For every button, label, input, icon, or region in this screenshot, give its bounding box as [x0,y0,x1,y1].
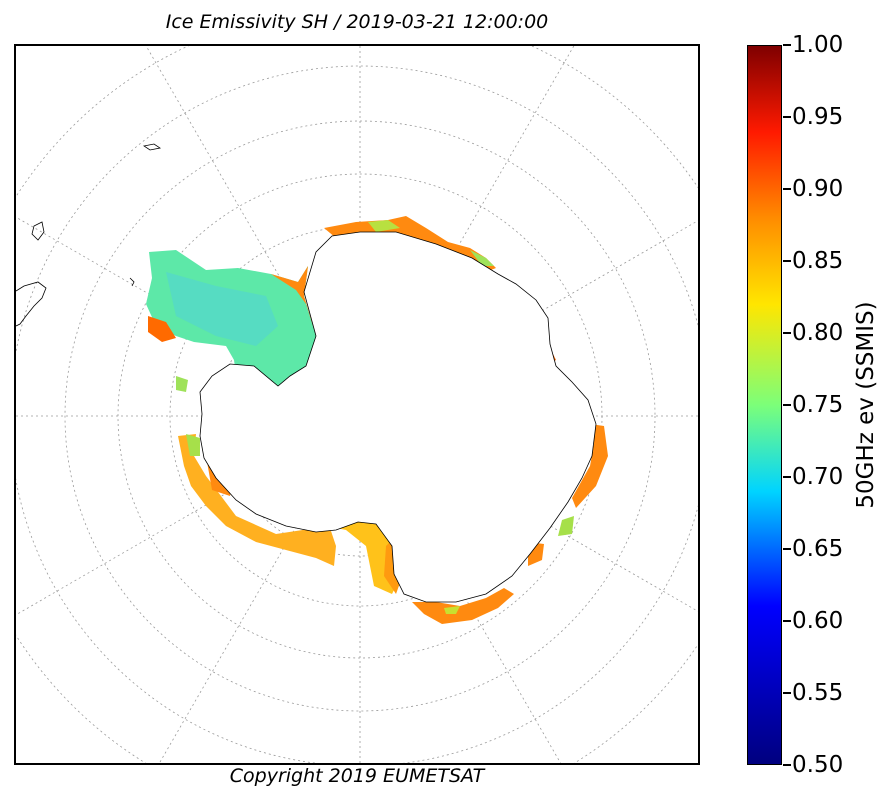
east-coast-ice-southeast [572,424,608,508]
colorbar-tick-label: 0.65 [792,535,844,562]
meridian-line [16,216,698,612]
east-coast-ice-southeast-green [558,516,574,536]
small-island-outline [129,277,135,287]
small-island-outline [31,221,45,241]
colorbar [747,45,782,765]
antarctica-landmass [199,231,597,603]
colorbar-tick-label: 0.80 [792,319,844,346]
colorbar-tick [783,116,791,118]
map-title: Ice Emissivity SH / 2019-03-21 12:00:00 [165,11,549,33]
bellingshausen-ice-green [186,434,200,456]
latitude-circle [64,120,656,712]
colorbar-tick-label: 0.60 [792,607,844,634]
colorbar-tick [783,260,791,262]
colorbar-tick-label: 1.00 [792,31,844,58]
copyright-notice: Copyright 2019 EUMETSAT [229,765,485,787]
peninsula-ice [148,316,176,342]
colorbar-tick [783,476,791,478]
colorbar-tick [783,692,791,694]
colorbar-tick [783,404,791,406]
colorbar-tick [783,764,791,766]
meridian-line [159,46,575,763]
polar-map [16,46,698,763]
meridian-line [145,46,561,763]
weddell-ice-edge [271,266,316,336]
peninsula-ice-west [176,376,188,392]
small-island-outline [142,143,162,151]
south-america-coast [16,143,162,327]
colorbar-tick-label: 0.75 [792,391,844,418]
colorbar-tick-label: 0.90 [792,175,844,202]
meridian-line [16,220,698,616]
east-coast-ice-north-green [368,220,400,232]
east-coast-ice-green [470,250,494,266]
colorbar-tick [783,44,791,46]
colorbar-tick-label: 0.50 [792,751,844,778]
colorbar-tick [783,620,791,622]
colorbar-tick-label: 0.95 [792,103,844,130]
east-coast-ice-north [324,216,496,272]
colorbar-label: 50GHz ev (SSMIS) [853,301,879,509]
colorbar-tick [783,188,791,190]
south-coast-ice-green [444,606,460,614]
colorbar-tick-label: 0.55 [792,679,844,706]
colorbar-tick-label: 0.70 [792,463,844,490]
map-panel [14,44,700,765]
south-america-outline [16,281,47,327]
bellingshausen-ice [178,434,336,566]
colorbar-tick [783,332,791,334]
south-coast-ice [412,588,514,624]
colorbar-tick [783,548,791,550]
weddell-sea-ice-inner [166,272,278,346]
colorbar-tick-label: 0.85 [792,247,844,274]
